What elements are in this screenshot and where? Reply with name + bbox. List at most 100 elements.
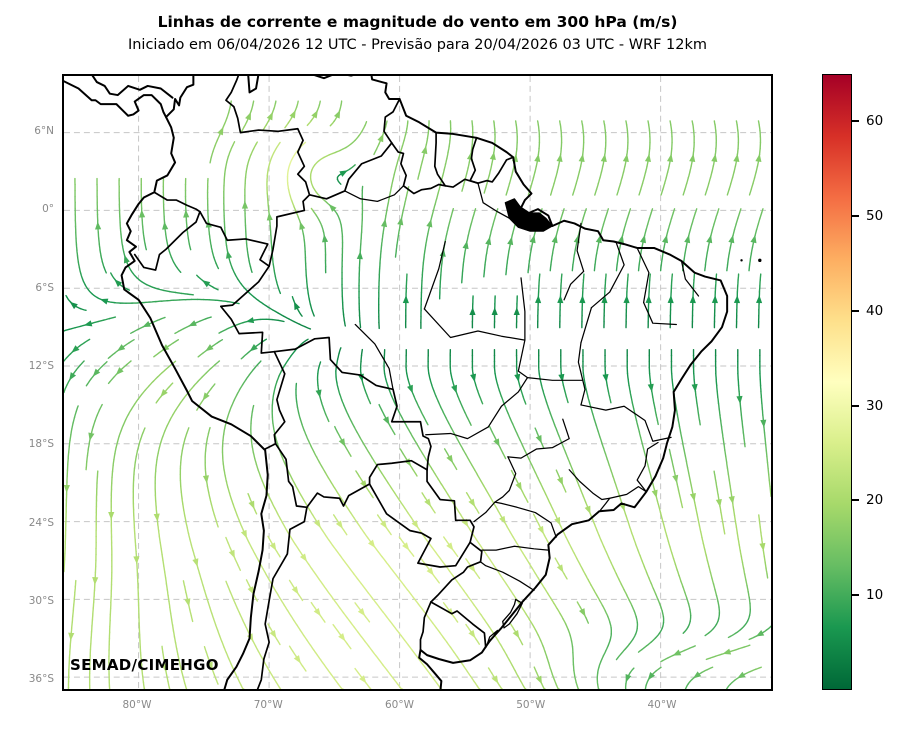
streamline-segment [425,238,428,246]
streamline-segment [321,529,327,537]
streamline-segment [467,229,471,237]
streamline-segment [511,227,515,235]
country-border [477,156,515,185]
streamline-arrow-icon [162,221,169,230]
streamline-segment [174,291,183,295]
streamline-segment [656,500,660,508]
streamline-segment [231,399,235,407]
streamline-segment [675,408,679,416]
streamline-segment [271,502,276,510]
streamline-segment [289,193,293,201]
state-border [517,277,529,379]
streamline-segment [634,413,638,422]
streamline-segment [734,629,741,635]
streamline-segment [180,292,188,295]
streamline-segment [466,594,472,601]
streamline-segment [700,531,703,539]
streamline-segment [451,378,455,386]
streamline-segment [234,602,239,610]
streamline-segment [562,531,567,538]
streamline-segment [676,569,680,577]
streamline-arrow-icon [499,515,506,525]
streamline-segment [207,491,211,499]
streamline-arrow-icon [667,295,674,304]
streamline-segment [521,551,527,559]
streamline-segment [742,567,746,575]
streamline-segment [715,653,723,657]
streamline-segment [574,246,577,254]
streamline-segment [276,281,280,289]
streamline-segment [576,601,581,608]
streamline-segment [493,145,496,154]
streamline-segment [764,438,767,446]
streamline-segment [720,511,723,519]
streamline-segment [605,644,610,652]
streamline-segment [505,654,511,661]
streamline-segment [378,403,383,411]
streamline-segment [684,455,688,463]
streamline-arrow-icon [651,489,658,499]
streamline-segment [746,585,749,593]
streamline-arrow-icon [534,153,541,163]
streamline-segment [337,683,343,689]
streamline-segment [135,449,139,458]
streamline-segment [288,473,294,480]
streamline-segment [393,168,397,176]
streamline-segment [121,364,128,370]
streamline-segment [142,231,145,239]
streamline-segment [650,208,654,214]
streamline-segment [397,497,403,504]
streamline-segment [532,513,538,521]
streamline-segment [657,598,661,606]
streamline-segment [404,128,408,136]
streamline-segment [64,357,68,362]
streamline-segment [574,675,577,684]
streamline-segment [431,209,435,217]
streamline-segment [476,609,482,616]
streamline-segment [604,147,607,156]
streamline-segment [160,435,164,443]
streamline-segment [555,684,560,689]
streamline-arrow-icon [728,234,735,244]
streamline-segment [245,536,250,544]
streamline-segment [453,651,458,658]
streamline-arrow-icon [245,111,251,121]
streamline-segment [181,671,185,679]
streamline-segment [688,229,692,237]
streamline-segment [596,246,599,254]
colorbar-tick-mark [852,594,859,597]
streamline-segment [761,208,764,214]
streamline-segment [254,458,258,466]
streamline-segment [475,638,481,645]
streamline-segment [272,392,275,401]
streamline-segment [696,402,699,410]
streamline-segment [671,378,674,387]
streamline-segment [402,203,406,211]
streamline-arrow-icon [468,564,476,573]
streamline-segment [643,229,647,237]
streamline-segment [156,372,163,378]
streamline-segment [315,456,321,464]
streamline-arrow-icon [711,153,718,163]
streamline-segment [98,403,103,411]
streamline-arrow-icon [557,476,563,486]
streamline-segment [229,591,234,599]
streamline-segment [356,431,361,439]
streamline-segment [763,426,766,434]
streamline-segment [255,141,259,145]
streamline-segment [311,209,317,216]
streamline-segment [306,280,309,288]
map-canvas [64,76,771,689]
streamline-segment [380,244,383,252]
streamline-segment [717,396,720,404]
streamline-arrow-icon [241,200,249,209]
streamline-segment [462,448,467,456]
streamline-segment [750,182,754,190]
streamline-segment [384,560,391,567]
streamline-segment [500,395,505,403]
streamline-segment [339,146,347,152]
streamline-segment [172,630,176,638]
streamline-segment [662,523,666,531]
streamline-segment [482,484,488,492]
streamline-segment [267,204,270,212]
